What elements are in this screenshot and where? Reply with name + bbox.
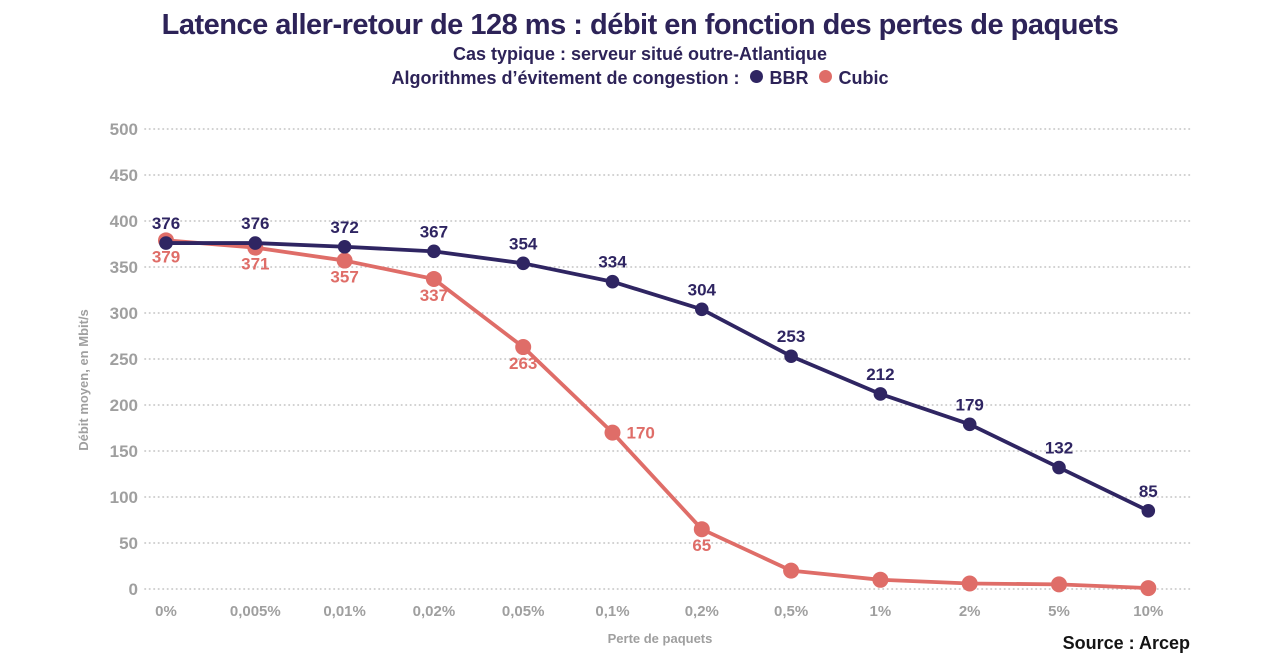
x-tick-label: 0,005% [230,603,281,620]
y-axis-tick-labels: 0 50 100 150 200 250 300 350 400 450 500 [110,120,138,599]
x-tick-label: 2% [959,603,981,620]
gridlines [144,128,1191,590]
x-tick-label: 0,2% [685,603,719,620]
cubic-line [164,238,1151,590]
cubic-point [693,521,710,538]
y-tick-label: 300 [110,304,138,323]
bbr-point [1052,460,1066,475]
x-tick-label: 0,02% [413,603,456,620]
x-axis-tick-labels: 0% 0,005% 0,01% 0,02% 0,05% 0,1% 0,2% 0,5% 1% 2% 5… [155,603,1163,620]
legend-item-cubic: Cubic [818,67,889,88]
data-value-labels: 376 376 372 367 354 334 304 253 212 179 132 85 379 37… [152,214,1158,555]
x-axis-title: Perte de paquets [608,631,713,646]
bbr-point [1141,504,1156,518]
y-tick-label: 200 [110,396,138,415]
cubic-point [604,424,621,441]
cubic-value-label: 379 [152,247,180,266]
y-tick-label: 500 [110,120,138,139]
legend-item-bbr: BBR [749,67,809,88]
cubic-point [336,252,353,269]
y-tick-label: 150 [110,442,138,461]
cubic-value-label: 170 [627,424,655,443]
x-tick-label: 0,05% [502,603,545,620]
y-tick-label: 100 [110,488,138,507]
cubic-point [783,562,800,579]
bbr-value-label: 179 [956,395,984,414]
bbr-value-label: 367 [420,222,448,241]
cubic-point [872,571,889,588]
legend-prefix: Algorithmes d’évitement de congestion : [391,67,740,88]
bbr-value-label: 334 [598,253,627,272]
legend-label-cubic: Cubic [838,67,889,88]
x-tick-label: 0,01% [323,603,366,620]
bbr-value-label: 85 [1139,482,1158,501]
x-tick-label: 0,1% [595,603,629,620]
source-label: Source : Arcep [1063,633,1190,653]
cubic-value-label: 263 [509,354,537,373]
cubic-point [961,575,978,592]
y-tick-label: 450 [110,166,138,185]
bbr-value-label: 253 [777,327,805,346]
chart-legend: Algorithmes d’évitement de congestion : B… [0,67,1280,90]
cubic-value-label: 65 [692,536,711,555]
x-tick-label: 10% [1133,603,1163,620]
cubic-value-label: 357 [330,268,358,287]
bbr-point [962,417,977,432]
bbr-point [873,387,888,401]
cubic-value-label: 337 [420,286,448,305]
bbr-value-label: 354 [509,234,538,253]
y-axis-title: Débit moyen, en Mbit/s [76,309,91,451]
y-tick-label: 400 [110,212,138,231]
chart-subtitle: Cas typique : serveur situé outre-Atlant… [452,44,828,65]
x-tick-label: 0% [155,603,177,620]
bbr-legend-dot-icon [749,69,763,83]
y-tick-label: 250 [110,350,138,369]
cubic-point [1051,576,1067,593]
series-lines-and-points [158,232,1157,597]
bbr-point [516,256,530,271]
y-tick-label: 0 [129,580,138,599]
cubic-legend-dot-icon [818,69,832,83]
bbr-value-label: 212 [866,365,894,384]
y-tick-label: 50 [119,534,138,553]
bbr-point [605,274,620,289]
cubic-point [1140,580,1157,597]
cubic-point [425,270,442,287]
cubic-value-label: 371 [241,255,269,274]
bbr-value-label: 376 [241,214,269,233]
x-tick-label: 0,5% [774,603,808,620]
legend-label-bbr: BBR [769,67,809,88]
page-title: Latence aller-retour de 128 ms : débit e… [161,9,1119,41]
x-tick-label: 5% [1048,603,1070,620]
bbr-value-label: 376 [152,214,180,233]
bbr-point [248,236,263,250]
bbr-point [427,244,441,259]
bbr-value-label: 372 [330,218,358,237]
bbr-line [164,241,1151,513]
bbr-point [695,302,709,317]
bbr-value-label: 304 [688,280,717,299]
bbr-point [159,236,173,250]
y-tick-label: 350 [110,258,138,277]
bbr-value-label: 132 [1045,439,1073,458]
x-tick-label: 1% [870,603,892,620]
chart-header: Latence aller-retour de 128 ms : débit e… [0,0,1280,108]
cubic-point [515,339,532,356]
bbr-point [337,239,352,254]
bbr-point [784,349,798,364]
